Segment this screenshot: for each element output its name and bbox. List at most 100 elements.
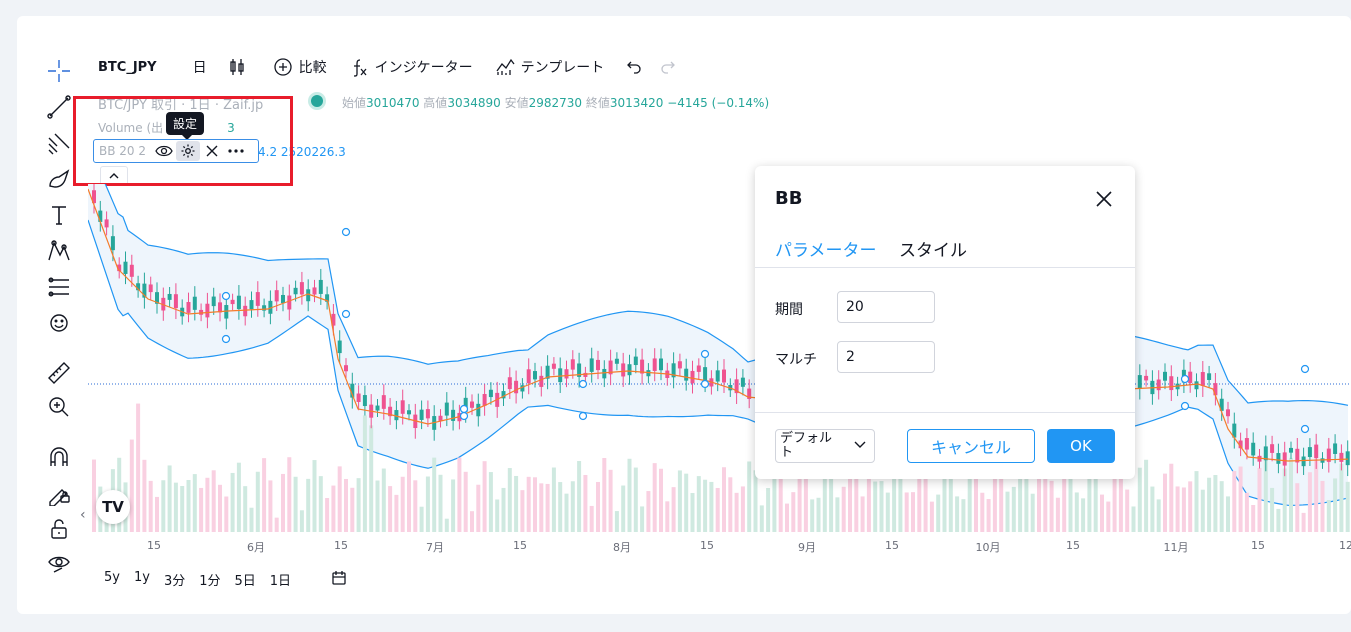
multiplier-label: マルチ bbox=[775, 352, 817, 368]
templates-button[interactable]: テンプレート bbox=[495, 57, 605, 77]
chevron-up-icon bbox=[109, 173, 119, 179]
calendar-icon bbox=[332, 571, 346, 585]
time-axis-label: 7月 bbox=[426, 541, 444, 554]
legend-collapse-button[interactable] bbox=[100, 166, 128, 186]
volume-value: 3 bbox=[227, 121, 235, 135]
indicators-button[interactable]: インジケーター bbox=[349, 57, 473, 77]
bb-remove-button[interactable] bbox=[200, 141, 224, 161]
tab-parameters[interactable]: パラメーター bbox=[775, 241, 877, 261]
redo-button[interactable] bbox=[660, 59, 682, 75]
unlock-icon[interactable] bbox=[46, 516, 72, 542]
visibility-icon[interactable] bbox=[46, 550, 72, 576]
price-chart[interactable] bbox=[88, 184, 1351, 534]
period-5y[interactable]: 5y bbox=[104, 570, 120, 585]
time-axis-label: 11月 bbox=[1163, 541, 1189, 554]
compare-button[interactable]: 比較 bbox=[273, 57, 327, 77]
lock-drawing-icon[interactable] bbox=[46, 480, 72, 507]
bb-values: 4.2 2520226.3 bbox=[258, 145, 346, 159]
dialog-footer-divider bbox=[755, 412, 1135, 413]
goto-date-button[interactable] bbox=[331, 570, 347, 590]
fib-tool-icon[interactable] bbox=[46, 130, 72, 156]
period-input[interactable]: 20 bbox=[837, 291, 935, 323]
period-label: 期間 bbox=[775, 302, 803, 318]
market-status-indicator bbox=[311, 95, 323, 107]
highlight-box bbox=[73, 96, 293, 186]
time-axis-label: 15 bbox=[885, 539, 899, 552]
time-axis-label: 9月 bbox=[798, 541, 816, 554]
templates-label: テンプレート bbox=[520, 60, 605, 76]
time-axis-label: 6月 bbox=[247, 541, 265, 554]
defaults-label: デフォルト bbox=[780, 431, 833, 460]
time-axis: 15 6月 15 7月 15 8月 15 9月 15 10月 15 11月 15 12 bbox=[88, 535, 1351, 555]
undo-icon bbox=[627, 61, 641, 74]
pattern-icon[interactable] bbox=[46, 238, 72, 264]
settings-tooltip: 設定 bbox=[166, 112, 205, 140]
zoom-in-icon[interactable] bbox=[46, 394, 72, 420]
compare-label: 比較 bbox=[298, 60, 327, 76]
scroll-left-icon[interactable]: ‹ bbox=[80, 507, 86, 523]
chart-legend-title[interactable]: BTC/JPY 取引 · 1日 · Zaif.jp bbox=[98, 98, 264, 113]
volume-legend[interactable]: Volume (出 3 bbox=[98, 119, 235, 136]
period-1m[interactable]: 1分 bbox=[199, 574, 221, 589]
chart-type-button[interactable] bbox=[229, 57, 251, 77]
undo-button[interactable] bbox=[626, 59, 648, 75]
dialog-title: BB bbox=[775, 188, 803, 209]
time-axis-label: 15 bbox=[334, 539, 348, 552]
multiplier-input[interactable]: 2 bbox=[837, 341, 935, 373]
period-1y[interactable]: 1y bbox=[133, 570, 150, 585]
emoji-icon[interactable] bbox=[46, 310, 72, 336]
time-axis-label: 15 bbox=[1251, 539, 1265, 552]
gear-icon bbox=[181, 144, 195, 158]
volume-label: Volume (出 bbox=[98, 121, 164, 135]
time-axis-label: 15 bbox=[513, 539, 527, 552]
tradingview-logo[interactable]: TV bbox=[96, 490, 130, 524]
open-value: 3010470 bbox=[366, 96, 420, 110]
crosshair-icon[interactable] bbox=[46, 58, 72, 84]
time-axis-label: 12 bbox=[1339, 539, 1351, 552]
template-chart-icon bbox=[496, 58, 515, 75]
time-axis-label: 15 bbox=[147, 539, 161, 552]
close-label: 終値 bbox=[585, 96, 610, 110]
time-axis-label: 10月 bbox=[975, 541, 1001, 554]
period-5d[interactable]: 5日 bbox=[234, 574, 256, 589]
defaults-select[interactable]: デフォルト bbox=[775, 429, 875, 463]
top-toolbar: BTC_JPY 日 比較 インジケーター テンプレート bbox=[98, 54, 704, 80]
close-icon bbox=[206, 145, 218, 157]
fx-icon bbox=[353, 59, 367, 77]
ruler-icon[interactable] bbox=[46, 360, 72, 386]
bb-legend-row[interactable]: BB 20 2 bbox=[93, 139, 259, 163]
ohlc-values: 始値3010470 高値3034890 安値2982730 終値3013420 … bbox=[342, 94, 769, 111]
period-selector: 5y 1y 3分 1分 5日 1日 bbox=[104, 570, 361, 590]
indicators-label: インジケーター bbox=[374, 60, 473, 76]
time-axis-label: 8月 bbox=[613, 541, 631, 554]
brush-icon[interactable] bbox=[46, 166, 72, 192]
redo-icon bbox=[661, 61, 676, 74]
close-value: 3013420 bbox=[609, 96, 664, 110]
prediction-icon[interactable] bbox=[46, 274, 72, 300]
close-icon[interactable] bbox=[1095, 190, 1113, 208]
magnet-icon[interactable] bbox=[46, 444, 72, 470]
period-1d[interactable]: 1日 bbox=[269, 574, 292, 589]
text-icon[interactable] bbox=[46, 202, 72, 228]
bb-more-button[interactable] bbox=[224, 141, 248, 161]
candles-icon bbox=[229, 59, 244, 75]
high-label: 高値 bbox=[423, 96, 448, 110]
bb-visibility-button[interactable] bbox=[152, 141, 176, 161]
low-value: 2982730 bbox=[528, 96, 583, 110]
open-label: 始値 bbox=[342, 96, 367, 110]
low-label: 安値 bbox=[504, 96, 529, 110]
time-axis-label: 15 bbox=[1066, 539, 1080, 552]
dialog-tabs: パラメーター スタイル bbox=[755, 234, 1135, 268]
bb-label: BB 20 2 bbox=[99, 144, 146, 158]
cancel-button[interactable]: キャンセル bbox=[907, 429, 1035, 463]
trend-line-icon[interactable] bbox=[46, 94, 72, 120]
change-value: −4145 (−0.14%) bbox=[667, 96, 770, 110]
high-value: 3034890 bbox=[447, 96, 501, 110]
symbol-button[interactable]: BTC_JPY bbox=[98, 59, 157, 75]
bb-settings-dialog: BB パラメーター スタイル 期間 20 マルチ 2 デフォルト キャンセル O… bbox=[755, 166, 1135, 479]
bb-settings-button[interactable] bbox=[176, 141, 200, 161]
period-3m[interactable]: 3分 bbox=[163, 574, 186, 589]
tab-style[interactable]: スタイル bbox=[899, 241, 967, 261]
ok-button[interactable]: OK bbox=[1047, 429, 1115, 463]
interval-button[interactable]: 日 bbox=[192, 60, 207, 76]
